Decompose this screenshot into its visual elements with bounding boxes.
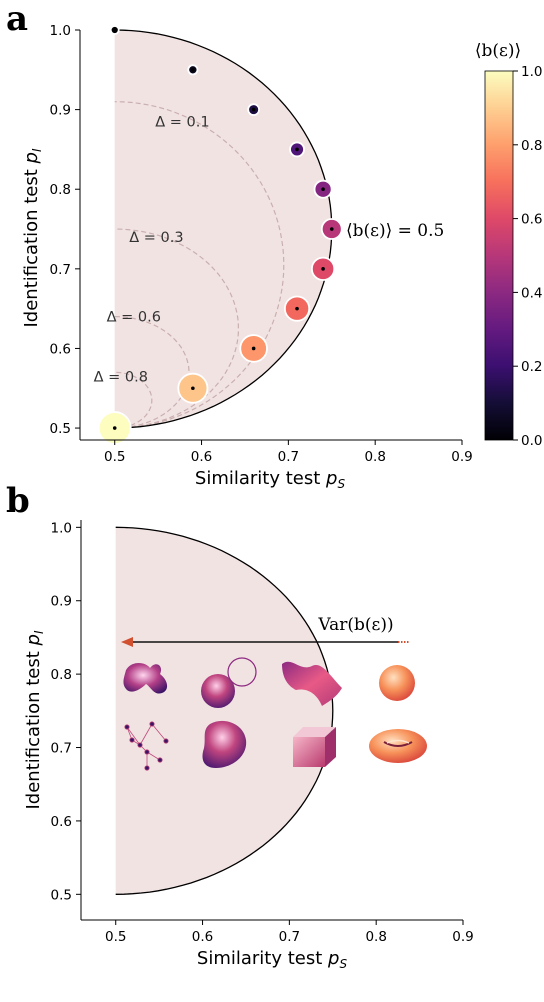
variance-arrow: Var(b(ε)): [121, 615, 410, 647]
y-tick-label: 0.6: [51, 814, 72, 830]
contour-label: Δ = 0.8: [94, 369, 148, 385]
y-tick-label: 0.5: [50, 421, 71, 437]
y-tick-label: 0.7: [51, 741, 72, 757]
y-tick-label: 0.8: [50, 182, 71, 198]
data-point-center: [321, 187, 325, 192]
x-tick-label: 0.8: [364, 449, 385, 465]
data-point-center: [191, 386, 195, 391]
variance-arrow-head: [121, 637, 133, 647]
torus-icon: [369, 729, 427, 763]
y-tick-label: 1.0: [51, 520, 72, 536]
contour-label: Δ = 0.6: [107, 310, 161, 326]
contour-label: Δ = 0.1: [155, 115, 209, 131]
panel-a-label: a: [6, 0, 28, 39]
data-point-center: [251, 346, 256, 351]
x-tick-label: 0.9: [451, 449, 472, 465]
panel-b-x-axis-label: Similarity test pS: [197, 948, 348, 971]
x-tick-label: 0.5: [104, 449, 125, 465]
y-tick-label: 0.6: [50, 341, 71, 357]
contour-line: [114, 371, 153, 429]
y-tick-label: 0.9: [51, 594, 72, 610]
panel-b-feasible-region: [115, 527, 333, 895]
data-point-center: [191, 68, 195, 72]
colorbar-tick-label: 0.2: [521, 359, 542, 375]
x-tick-label: 0.6: [192, 929, 213, 945]
network-graph-icon: [124, 721, 169, 771]
ribbon-icon: [282, 661, 342, 706]
panel-b-y-ticks: 0.5 0.6 0.7 0.8 0.9 1.0: [51, 520, 81, 903]
colorbar-tick-label: 1.0: [521, 64, 542, 80]
y-tick-label: 0.7: [50, 262, 71, 278]
y-tick-label: 0.5: [51, 887, 72, 903]
panel-b-x-ticks: 0.5 0.6 0.7 0.8 0.9: [105, 920, 474, 945]
data-point-center: [295, 147, 299, 152]
colorbar-tick-label: 0.8: [521, 138, 542, 154]
rounded-blob-icon: [202, 720, 247, 768]
colorbar-ticks: 0.0 0.2 0.4 0.6 0.8 1.0: [513, 64, 542, 449]
panel-b-plot: 0.5 0.6 0.7 0.8 0.9 0.5 0.6 0.7 0.8 0.9 1.0 Simil…: [23, 520, 474, 971]
colorbar: ⟨b(ε)⟩ 0.0 0.2 0.4 0.6 0.8 1.0: [475, 41, 543, 449]
panel-b-boundary-curve: [115, 526, 334, 895]
data-point-center: [321, 267, 325, 271]
contour-line: [114, 101, 285, 429]
panel-a-y-axis-label: Identification test pI: [21, 148, 44, 327]
panel-a-x-ticks: 0.5 0.6 0.7 0.8 0.9: [104, 440, 473, 465]
cube-icon: [293, 727, 336, 767]
panel-b-y-axis-label: Identification test pI: [23, 630, 46, 809]
panel-a-x-axis-label: Similarity test pS: [195, 468, 346, 491]
variance-arrow-label: Var(b(ε)): [317, 615, 393, 635]
x-tick-label: 0.7: [279, 929, 300, 945]
sphere-icon: [379, 665, 415, 701]
x-tick-label: 0.6: [191, 449, 212, 465]
data-point-center: [329, 227, 334, 231]
colorbar-tick-label: 0.6: [521, 212, 542, 228]
colorbar-tick-label: 0.0: [521, 433, 542, 449]
y-tick-label: 1.0: [50, 23, 71, 39]
panel-a-contours: Δ = 0.1 Δ = 0.3 Δ = 0.6 Δ = 0.8: [94, 101, 285, 429]
panel-a-feasible-region: [114, 30, 332, 429]
data-point-center: [251, 107, 256, 112]
sphere-with-ring-icon: [201, 657, 257, 708]
colorbar-tick-label: 0.4: [521, 285, 542, 301]
data-point-center: [295, 306, 299, 311]
data-point-center: [112, 426, 117, 430]
blob-shape-icon: [123, 663, 168, 694]
panel-b-label: b: [6, 481, 30, 521]
x-tick-label: 0.8: [365, 929, 386, 945]
x-tick-label: 0.9: [452, 929, 473, 945]
x-tick-label: 0.5: [105, 929, 126, 945]
panel-a-y-ticks: 0.5 0.6 0.7 0.8 0.9 1.0: [50, 23, 80, 437]
x-tick-label: 0.7: [278, 449, 299, 465]
contour-label: Δ = 0.3: [129, 230, 183, 246]
y-tick-label: 0.9: [50, 103, 71, 119]
panel-a-points: [97, 25, 343, 445]
data-point-center: [112, 28, 117, 32]
panel-a-annotation: ⟨b(ε)⟩ = 0.5: [346, 221, 444, 241]
y-tick-label: 0.8: [51, 667, 72, 683]
colorbar-label: ⟨b(ε)⟩: [475, 41, 521, 61]
panel-a-plot: Δ = 0.1Δ = 0.3Δ = 0.6Δ = 0.8 0.5 0.6 0.7 0.…: [21, 23, 473, 491]
colorbar-gradient: [484, 70, 514, 441]
